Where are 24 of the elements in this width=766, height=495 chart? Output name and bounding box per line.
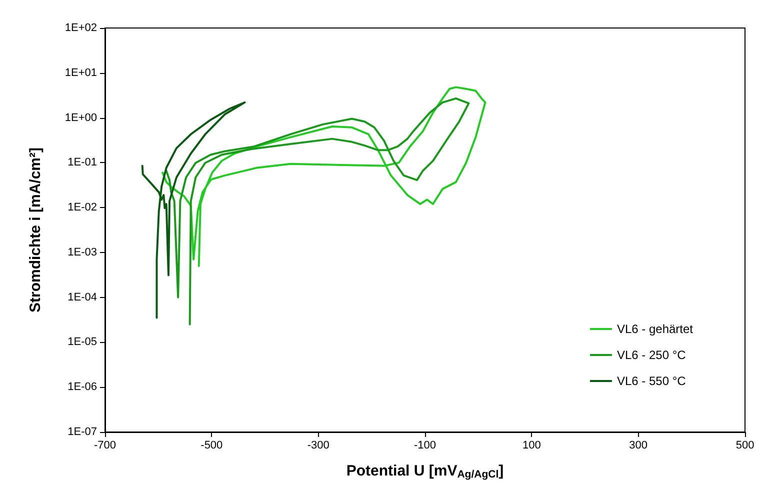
y-tick-label: 1E+00 [64, 112, 97, 124]
y-tick-label: 1E-02 [68, 202, 97, 214]
y-tick-label: 1E-07 [68, 426, 97, 438]
y-tick-label: 1E-01 [68, 156, 97, 169]
x-tick-label: -300 [307, 440, 330, 452]
x-tick-label: 500 [736, 440, 754, 452]
x-tick-label: -500 [200, 440, 223, 452]
legend-label: VL6 - 250 °C [616, 348, 686, 362]
legend-label: VL6 - 550 °C [616, 374, 686, 388]
y-tick-label: 1E+02 [64, 22, 97, 34]
line-series [165, 97, 470, 326]
y-tick-label: 1E-03 [68, 246, 97, 258]
y-tick-label: 1E+01 [64, 66, 97, 79]
y-tick-label: 1E-05 [68, 336, 97, 348]
x-tick-label: -700 [94, 440, 116, 452]
legend-label: VL6 - gehärtet [616, 322, 694, 336]
x-tick-label: 100 [522, 440, 541, 452]
y-axis-title: Stromdichte i [mA/cm²] [27, 147, 44, 313]
y-tick-label: 1E-04 [68, 291, 97, 304]
x-tick-label: -100 [414, 440, 436, 452]
x-tick-label: 300 [629, 440, 648, 452]
line-series [141, 101, 246, 319]
line-series [162, 86, 486, 267]
y-tick-label: 1E-06 [68, 381, 97, 394]
